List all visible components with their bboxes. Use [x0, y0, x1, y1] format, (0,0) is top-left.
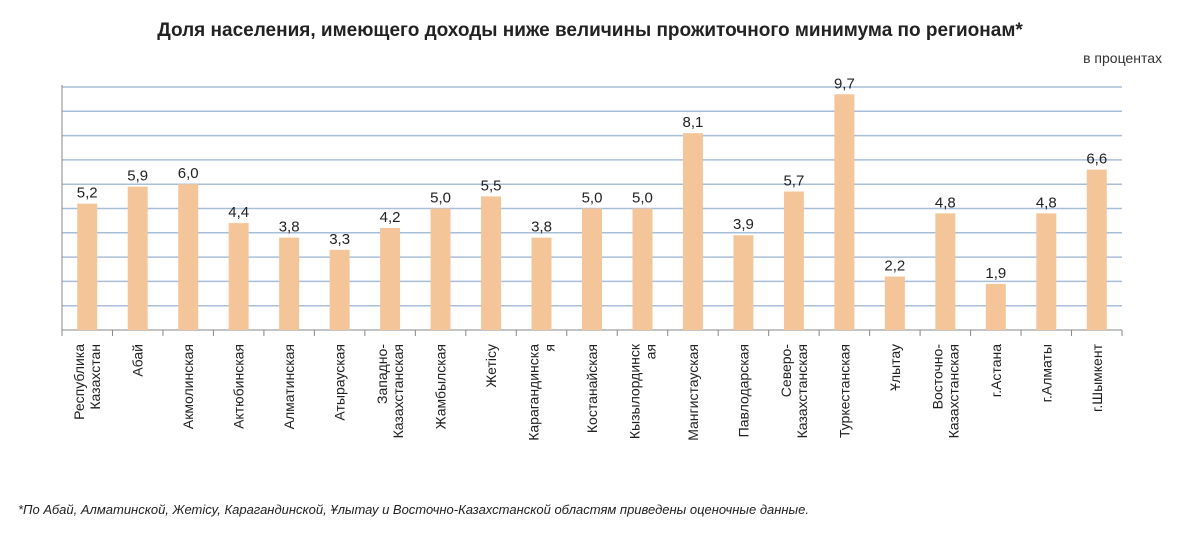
- category-label: Павлодарская: [735, 344, 751, 437]
- data-label: 5,2: [77, 185, 98, 202]
- tick-label: Павлодарская: [735, 344, 751, 437]
- tick-label: Казахстанская: [794, 344, 810, 438]
- category-label: Алматинская: [281, 344, 297, 429]
- category-label: Абай: [130, 344, 146, 377]
- bar: [380, 227, 401, 330]
- category-label: Жетісу: [483, 344, 499, 388]
- tick-label: Мангистауская: [685, 344, 701, 441]
- category-label: Ұлытау: [887, 344, 903, 391]
- bar: [279, 237, 300, 330]
- category-label: Республика Казахстан: [71, 344, 103, 420]
- tick-label: г.Астана: [988, 344, 1004, 397]
- data-label: 9,7: [834, 75, 855, 92]
- tick-label: Восточно-: [929, 344, 945, 410]
- tick-label: Акмолинская: [180, 344, 196, 429]
- bar: [1086, 169, 1107, 330]
- bar: [430, 208, 451, 330]
- category-label: Актюбинская: [231, 344, 247, 429]
- tick-label: Жетісу: [483, 344, 499, 388]
- tick-label: Костанайская: [584, 344, 600, 433]
- tick-label: Республика: [71, 344, 87, 420]
- data-label: 6,6: [1086, 151, 1107, 168]
- data-label: 3,9: [733, 216, 754, 233]
- category-label: Костанайская: [584, 344, 600, 433]
- data-label: 5,0: [632, 190, 653, 207]
- tick-label: Кызылординск: [626, 343, 642, 439]
- tick-label: Актюбинская: [231, 344, 247, 429]
- bar: [127, 186, 148, 330]
- bar: [582, 208, 602, 330]
- bar: [884, 276, 905, 330]
- data-label: 4,8: [935, 194, 956, 211]
- category-label: г.Шымкент: [1089, 343, 1105, 412]
- tick-label: Северо-: [778, 344, 794, 398]
- bar: [783, 191, 804, 330]
- category-label: Северо- Казахстанская: [778, 344, 810, 439]
- bar: [481, 196, 502, 330]
- category-labels: Республика Казахстан Абай Акмолинская Актюби…: [71, 343, 1105, 441]
- data-label: 6,0: [178, 165, 199, 182]
- tick-label: Алматинская: [281, 344, 297, 429]
- category-label: Карагандинска я: [526, 344, 558, 441]
- data-label: 4,4: [228, 204, 249, 221]
- bars: [77, 94, 1107, 330]
- data-label: 5,9: [127, 168, 148, 185]
- data-label: 3,8: [279, 219, 300, 236]
- tick-label: г.Алматы: [1038, 344, 1054, 402]
- data-label: 3,3: [329, 231, 350, 248]
- bar: [733, 235, 754, 330]
- units-label: в процентах: [1083, 50, 1162, 66]
- category-label: Западно- Казахстанская: [374, 344, 406, 439]
- data-label: 4,8: [1036, 194, 1057, 211]
- data-label: 4,2: [380, 209, 401, 226]
- chart-title: Доля населения, имеющего доходы ниже вел…: [157, 20, 1023, 41]
- category-label: Восточно- Казахстанская: [929, 344, 961, 439]
- bar: [531, 237, 552, 330]
- category-label: Кызылординск ая: [626, 343, 658, 439]
- tick-label: Западно-: [374, 344, 390, 404]
- tick-label: я: [542, 344, 558, 352]
- category-label: г.Алматы: [1038, 344, 1054, 402]
- data-label: 2,2: [884, 258, 905, 275]
- tick-label: Атырауская: [332, 344, 348, 421]
- bar: [632, 208, 653, 330]
- bar: [329, 249, 350, 330]
- data-label: 3,8: [531, 219, 552, 236]
- category-label: Жамбылская: [433, 344, 449, 429]
- tick-label: Карагандинска: [526, 344, 542, 441]
- category-label: Акмолинская: [180, 344, 196, 429]
- bar: [178, 184, 199, 330]
- tick-label: Казахстанская: [390, 344, 406, 438]
- data-label: 5,7: [783, 172, 804, 189]
- category-label: Атырауская: [332, 344, 348, 421]
- data-label: 1,9: [985, 265, 1006, 282]
- tick-label: Казахстан: [87, 344, 103, 410]
- footnote: *По Абай, Алматинской, Жетісу, Караганди…: [18, 502, 809, 517]
- data-label: 5,0: [430, 190, 451, 207]
- bar: [1036, 213, 1057, 330]
- bar: [228, 223, 249, 330]
- value-labels: 5,2 5,9 6,0 4,4 3,8 3,3 4,2 5,0 5,5 3,8 5,0 5,0 8,1 3…: [77, 75, 1107, 282]
- bar: [834, 94, 855, 330]
- tick-label: ая: [642, 344, 658, 359]
- bar: [985, 283, 1006, 330]
- category-label: Мангистауская: [685, 344, 701, 441]
- category-label: г.Астана: [988, 344, 1004, 397]
- bar: [935, 213, 956, 330]
- tick-label: Абай: [130, 344, 146, 377]
- tick-label: Туркестанская: [836, 344, 852, 438]
- tick-label: г.Шымкент: [1089, 343, 1105, 412]
- category-label: Туркестанская: [836, 344, 852, 438]
- data-label: 8,1: [683, 114, 704, 131]
- tick-label: Жамбылская: [433, 344, 449, 429]
- tick-label: Казахстанская: [945, 344, 961, 438]
- tick-label: Ұлытау: [887, 344, 903, 391]
- data-label: 5,5: [481, 177, 502, 194]
- data-label: 5,0: [582, 190, 603, 207]
- bar: [77, 203, 98, 330]
- bar: [682, 133, 703, 330]
